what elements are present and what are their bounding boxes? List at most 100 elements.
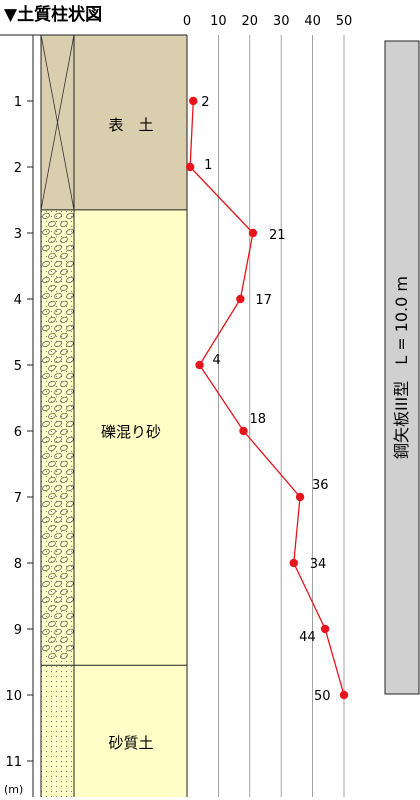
gravel-mark — [54, 372, 62, 379]
depth-tick-label: 3 — [14, 227, 22, 242]
gravel-mark — [60, 588, 68, 595]
layer-pattern-dots-2 — [41, 665, 74, 797]
gravel-mark — [42, 484, 50, 491]
gravel-mark — [42, 340, 50, 347]
gravel-mark — [48, 588, 56, 595]
depth-axis: 1 2 3 4 5 6 7 8 9 10 11 (m) — [4, 95, 33, 796]
n-value-line — [189, 100, 345, 696]
gravel-mark — [54, 548, 62, 555]
gravel-mark — [60, 460, 68, 467]
gravel-mark — [48, 444, 56, 451]
gravel-mark — [42, 452, 50, 459]
gravel-mark — [54, 596, 62, 603]
gravel-mark — [66, 564, 74, 571]
n-value-point — [236, 294, 245, 304]
gravel-mark — [66, 516, 74, 523]
gravel-mark — [54, 484, 62, 491]
gravel-mark — [66, 548, 74, 555]
n-tick-label: 20 — [242, 14, 259, 29]
gravel-mark — [48, 460, 56, 467]
gravel-mark — [60, 220, 68, 227]
gravel-mark — [54, 452, 62, 459]
gravel-mark — [60, 300, 68, 307]
n-value-label: 50 — [314, 689, 331, 704]
gravel-mark — [42, 260, 50, 267]
gravel-mark — [66, 356, 74, 363]
layer-fill-1 — [74, 209, 187, 666]
gravel-mark — [48, 252, 56, 259]
gravel-mark — [42, 596, 50, 603]
gravel-mark — [48, 604, 56, 611]
gravel-mark — [42, 356, 50, 363]
gravel-mark — [48, 396, 56, 403]
gravel-mark — [42, 212, 50, 219]
gravel-mark — [66, 372, 74, 379]
n-tick-label: 10 — [210, 14, 227, 29]
depth-tick-label: 6 — [14, 425, 22, 440]
gravel-mark — [54, 292, 62, 299]
n-tick-label: 30 — [273, 14, 290, 29]
gravel-mark — [48, 652, 56, 659]
n-value-point — [185, 162, 195, 172]
gravel-mark — [66, 420, 74, 427]
depth-tick-label: 2 — [14, 161, 22, 176]
n-tick-label: 0 — [183, 14, 191, 29]
gravel-mark — [42, 292, 50, 299]
gravel-mark — [66, 644, 74, 651]
n-value-point — [295, 492, 305, 502]
n-value-label: 4 — [213, 353, 221, 368]
depth-tick-label: 1 — [14, 95, 22, 110]
gravel-mark — [54, 516, 62, 523]
layer-label: 表 土 — [108, 116, 153, 134]
gravel-mark — [66, 484, 74, 491]
gravel-mark — [42, 388, 50, 395]
gravel-mark — [66, 628, 74, 635]
n-value-point — [339, 690, 349, 700]
gravel-mark — [42, 468, 50, 475]
gravel-mark — [48, 412, 56, 419]
gravel-mark — [54, 612, 62, 619]
n-value-point — [189, 96, 198, 106]
gravel-mark — [42, 324, 50, 331]
gravel-mark — [60, 572, 68, 579]
gravel-mark — [48, 492, 56, 499]
gravel-mark — [48, 524, 56, 531]
gravel-mark — [66, 324, 74, 331]
gravel-mark — [66, 436, 74, 443]
gravel-mark — [42, 644, 50, 651]
gravel-mark — [66, 292, 74, 299]
gravel-mark — [60, 332, 68, 339]
gravel-mark — [42, 580, 50, 587]
gravel-mark — [60, 428, 68, 435]
n-value-label: 34 — [310, 557, 327, 572]
gravel-mark — [48, 476, 56, 483]
gravel-mark — [54, 564, 62, 571]
gravel-mark — [48, 332, 56, 339]
gravel-mark — [48, 220, 56, 227]
layer-patterns — [40, 34, 75, 797]
gravel-mark — [42, 564, 50, 571]
gravel-mark — [54, 324, 62, 331]
diagram-title: ▼土質柱状図 — [4, 4, 102, 25]
gravel-mark — [60, 412, 68, 419]
gravel-mark — [42, 500, 50, 507]
gravel-mark — [66, 276, 74, 283]
gravel-mark — [48, 348, 56, 355]
gravel-mark — [54, 308, 62, 315]
gravel-mark — [60, 284, 68, 291]
gravel-mark — [60, 636, 68, 643]
n-value-label: 44 — [299, 630, 316, 645]
n-value-point — [320, 624, 330, 634]
gravel-mark — [48, 620, 56, 627]
gravel-mark — [48, 540, 56, 547]
gravel-mark — [54, 420, 62, 427]
gravel-mark — [54, 500, 62, 507]
gravel-mark — [66, 532, 74, 539]
gravel-mark — [42, 276, 50, 283]
gravel-mark — [66, 212, 74, 219]
layer-fills — [74, 35, 187, 797]
gravel-mark — [60, 620, 68, 627]
gravel-mark — [66, 612, 74, 619]
